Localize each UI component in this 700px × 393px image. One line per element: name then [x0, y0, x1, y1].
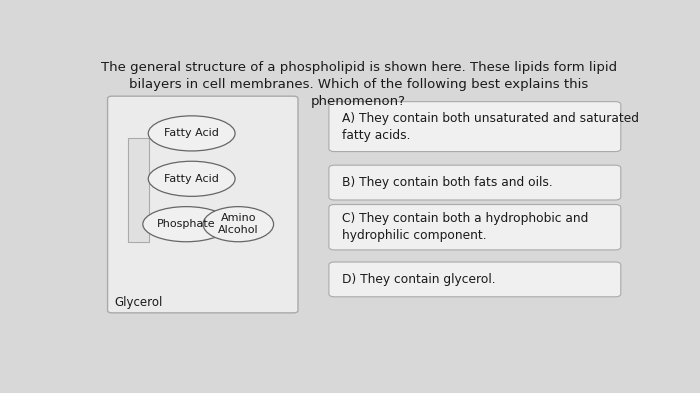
Text: B) They contain both fats and oils.: B) They contain both fats and oils.: [342, 176, 553, 189]
FancyBboxPatch shape: [329, 262, 621, 297]
Ellipse shape: [143, 207, 230, 242]
Text: Fatty Acid: Fatty Acid: [164, 129, 219, 138]
FancyBboxPatch shape: [329, 204, 621, 250]
Ellipse shape: [203, 207, 274, 242]
Text: Glycerol: Glycerol: [115, 296, 163, 309]
FancyBboxPatch shape: [108, 96, 298, 313]
Ellipse shape: [148, 161, 235, 196]
Bar: [128, 138, 149, 242]
Text: Fatty Acid: Fatty Acid: [164, 174, 219, 184]
Text: The general structure of a phospholipid is shown here. These lipids form lipid
b: The general structure of a phospholipid …: [101, 61, 617, 108]
Ellipse shape: [148, 116, 235, 151]
Text: A) They contain both unsaturated and saturated
fatty acids.: A) They contain both unsaturated and sat…: [342, 112, 639, 141]
FancyBboxPatch shape: [329, 165, 621, 200]
Text: C) They contain both a hydrophobic and
hydrophilic component.: C) They contain both a hydrophobic and h…: [342, 212, 588, 242]
Text: Amino
Alcohol: Amino Alcohol: [218, 213, 258, 235]
FancyBboxPatch shape: [329, 102, 621, 152]
Text: D) They contain glycerol.: D) They contain glycerol.: [342, 273, 496, 286]
Text: Phosphate: Phosphate: [157, 219, 216, 229]
